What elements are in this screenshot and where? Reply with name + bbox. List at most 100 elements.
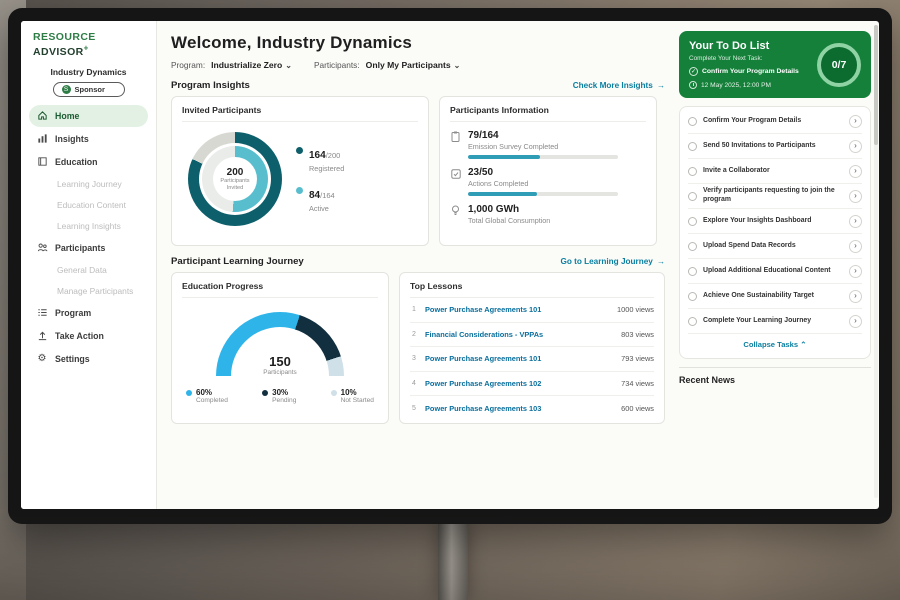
task-label: Invite a Collaborator — [703, 166, 770, 174]
chevron-right-icon[interactable]: › — [849, 164, 862, 178]
sidebar-item-settings[interactable]: ⚙ Settings — [29, 348, 148, 370]
task-checkbox[interactable] — [688, 316, 697, 326]
stat-value: 1,000 GWh — [468, 204, 520, 215]
chevron-right-icon[interactable]: › — [849, 114, 862, 128]
todo-subtitle: Complete Your Next Task: — [689, 55, 763, 62]
scrollbar[interactable] — [874, 25, 878, 499]
task-checkbox[interactable] — [688, 266, 697, 276]
insights-icon — [36, 133, 48, 145]
chevron-right-icon[interactable]: › — [849, 189, 862, 203]
task-label: Complete Your Learning Journey — [703, 316, 812, 324]
recent-news-heading: Recent News — [679, 367, 871, 385]
main-content: Welcome, Industry Dynamics Program: Indu… — [157, 21, 677, 509]
task-label: Verify participants requesting to join t… — [703, 187, 835, 203]
stat-label: Emission Survey Completed — [468, 142, 559, 151]
scrollbar-thumb[interactable] — [874, 25, 878, 145]
participants-select[interactable]: Only My Participants ⌄ — [366, 60, 461, 70]
chevron-down-icon: ⌄ — [453, 60, 461, 70]
task-row[interactable]: Invite a Collaborator › — [688, 159, 862, 184]
stat-value: 23/50 — [468, 167, 494, 178]
chevron-right-icon[interactable]: › — [849, 139, 862, 153]
task-checkbox[interactable] — [688, 241, 697, 251]
legend-dot — [296, 147, 303, 154]
program-filter-label: Program: — [171, 60, 206, 70]
task-checkbox[interactable] — [688, 116, 697, 126]
task-row[interactable]: Complete Your Learning Journey › — [688, 309, 862, 334]
legend-dot — [262, 390, 269, 396]
task-checkbox[interactable] — [688, 191, 697, 201]
task-checkbox[interactable] — [688, 166, 697, 176]
task-row[interactable]: Achieve One Sustainability Target › — [688, 284, 862, 309]
sidebar-item-home[interactable]: Home — [29, 104, 148, 127]
sponsor-badge[interactable]: S Sponsor — [52, 81, 125, 97]
stat-value: 79/164 — [468, 130, 499, 141]
legend-label: Pending — [272, 397, 297, 404]
card-title: Participants Information — [450, 105, 646, 122]
link-label: Check More Insights — [572, 81, 653, 90]
action-arrow-icon — [36, 330, 48, 342]
gauge-center-label: Participants — [263, 369, 297, 376]
sidebar-item-insights[interactable]: Insights — [29, 128, 148, 150]
participants-select-value: Only My Participants — [365, 60, 451, 70]
lesson-link[interactable]: Power Purchase Agreements 103 — [425, 403, 542, 413]
todo-task-list: Confirm Your Program Details › Send 50 I… — [679, 106, 871, 359]
donut-center-label: Participants Invited — [220, 177, 250, 191]
participants-filter-label: Participants: — [313, 60, 360, 70]
collapse-label: Collapse Tasks — [743, 340, 799, 349]
go-to-learning-journey-link[interactable]: Go to Learning Journey → — [560, 257, 665, 266]
task-row[interactable]: Upload Additional Educational Content › — [688, 259, 862, 284]
todo-summary-card: Your To Do List Complete Your Next Task:… — [679, 31, 871, 98]
task-row[interactable]: Confirm Your Program Details › — [688, 109, 862, 134]
gauge-center-value: 150 — [269, 354, 291, 369]
program-select[interactable]: Industrialize Zero ⌄ — [211, 60, 292, 70]
lesson-link[interactable]: Power Purchase Agreements 101 — [425, 354, 542, 364]
task-label: Send 50 Invitations to Participants — [703, 141, 816, 149]
sidebar-item-learning-journey[interactable]: Learning Journey — [29, 174, 148, 194]
stat-label: Actions Completed — [468, 179, 529, 188]
chevron-right-icon[interactable]: › — [849, 264, 862, 278]
task-checkbox[interactable] — [688, 141, 697, 151]
chevron-right-icon[interactable]: › — [849, 239, 862, 253]
task-label: Confirm Your Program Details — [703, 116, 802, 124]
education-gauge-chart: 150 Participants — [216, 312, 344, 376]
chevron-down-icon: ⌄ — [285, 60, 292, 70]
task-row[interactable]: Explore Your Insights Dashboard › — [688, 209, 862, 234]
stat-actions-completed: 23/50 Actions Completed — [450, 167, 646, 196]
lesson-link[interactable]: Power Purchase Agreements 101 — [425, 305, 542, 315]
sidebar-item-take-action[interactable]: Take Action — [29, 325, 148, 347]
program-insights-header: Program Insights Check More Insights → — [171, 80, 665, 91]
chevron-right-icon[interactable]: › — [849, 289, 862, 303]
legend-item-pending: 30% Pending — [262, 388, 296, 404]
legend-total: /200 — [325, 151, 341, 160]
collapse-tasks-link[interactable]: Collapse Tasks ⌃ — [688, 334, 862, 356]
logo-text-primary: RESOURCE — [33, 31, 96, 43]
task-row[interactable]: Send 50 Invitations to Participants › — [688, 134, 862, 159]
todo-progress-ring: 0/7 — [817, 43, 861, 87]
chevron-right-icon[interactable]: › — [849, 214, 862, 228]
sidebar-item-education[interactable]: Education — [29, 151, 148, 173]
sidebar-item-learning-insights[interactable]: Learning Insights — [29, 216, 148, 236]
check-more-insights-link[interactable]: Check More Insights → — [573, 81, 665, 90]
sidebar-item-education-content[interactable]: Education Content — [29, 195, 148, 215]
legend-dot — [330, 390, 337, 396]
monitor-stand — [438, 520, 468, 600]
todo-panel: Your To Do List Complete Your Next Task:… — [677, 21, 879, 509]
task-row[interactable]: Upload Spend Data Records › — [688, 234, 862, 259]
lesson-views: 803 views — [621, 329, 654, 339]
sidebar-item-manage-participants[interactable]: Manage Participants — [29, 281, 148, 301]
task-checkbox[interactable] — [688, 291, 697, 301]
task-row[interactable]: Verify participants requesting to join t… — [688, 184, 862, 209]
sponsor-icon: S — [61, 84, 71, 94]
sidebar-item-program[interactable]: Program — [29, 302, 148, 324]
lesson-link[interactable]: Power Purchase Agreements 102 — [425, 378, 542, 388]
lesson-link[interactable]: Financial Considerations - VPPAs — [425, 329, 544, 339]
legend-value: 164 — [309, 150, 326, 161]
chevron-right-icon[interactable]: › — [849, 314, 862, 328]
sidebar-item-label: Take Action — [55, 330, 104, 341]
sidebar-item-general-data[interactable]: General Data — [29, 260, 148, 280]
card-title: Education Progress — [182, 281, 378, 298]
sidebar-item-participants[interactable]: Participants — [29, 237, 148, 259]
emission-progress-bar — [468, 155, 618, 159]
task-checkbox[interactable] — [688, 216, 697, 226]
todo-next-task: ✓ Confirm Your Program Details — [689, 67, 861, 76]
